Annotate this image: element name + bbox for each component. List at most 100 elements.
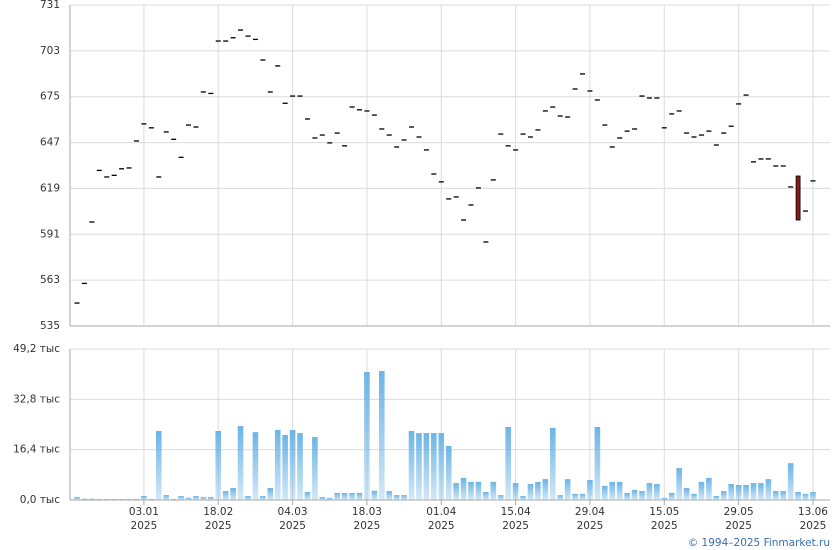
volume-bar [728,484,734,500]
volume-bar [371,490,378,500]
volume-bar [96,499,103,500]
x-tick-label: 2025 [577,520,604,532]
volume-bar [616,481,623,500]
volume-bar [787,463,794,500]
volume-bar [483,492,489,500]
x-tick-label: 18.02 [203,506,233,518]
volume-bar [408,430,415,500]
volume-bar [341,492,348,500]
x-tick-label: 2025 [205,520,232,532]
x-tick-label: 03.01 [129,506,159,518]
volume-bar [245,496,251,500]
volume-bar [587,480,593,500]
volume-bar [126,499,132,500]
volume-bar [743,484,749,500]
volume-bar [758,483,764,500]
volume-bar [512,483,519,500]
volume-bar [431,433,437,500]
volume-bar [393,495,400,500]
volume-bar [141,496,147,500]
volume-bar [208,496,214,500]
volume-bar [319,496,326,500]
volume-bar [780,491,787,500]
volume-bar [133,499,140,500]
volume-bar [490,481,497,500]
y-tick-label: 675 [40,91,60,103]
x-tick-label: 15.04 [501,506,531,518]
volume-bar [661,497,668,500]
volume-bar [453,483,459,500]
volume-bar [89,498,95,500]
volume-bar [252,432,259,500]
volume-bar [460,477,467,500]
volume-bar [185,497,192,500]
volume-bar [193,496,199,500]
volume-bar [468,481,474,500]
x-tick-label: 29.04 [575,506,605,518]
volume-bar [475,481,482,500]
y-tick-label: 535 [40,320,60,332]
y-tick-label: 16,4 тыс [13,444,60,456]
y-tick-label: 0,0 тыс [20,494,60,506]
volume-bar [750,483,757,500]
volume-bar [304,492,311,500]
volume-bar [497,495,504,500]
x-tick-label: 18.03 [352,506,382,518]
volume-bar [118,499,125,500]
y-tick-label: 563 [40,274,60,286]
volume-bar [416,433,422,500]
volume-bar [720,491,727,500]
volume-bar [594,426,601,500]
volume-bar [445,445,452,500]
x-tick-label: 01.04 [426,506,456,518]
volume-bar [520,496,526,500]
x-tick-label: 15.05 [649,506,679,518]
x-tick-label: 2025 [502,520,529,532]
volume-bar [676,468,682,500]
volume-bar [735,484,742,500]
volume-bar [312,437,318,500]
volume-bar [505,426,511,500]
volume-bar [356,492,363,500]
volume-bar [572,493,578,500]
volume-bar [802,493,809,500]
y-tick-label: 32,8 тыс [13,393,60,405]
x-tick-label: 2025 [428,520,455,532]
volume-bar [378,371,385,500]
x-tick-label: 13.06 [798,506,828,518]
volume-bar [765,479,772,500]
x-tick-label: 2025 [725,520,752,532]
volume-bar [163,495,170,500]
volume-bar [274,430,281,500]
y-tick-label: 619 [40,182,60,194]
x-tick-label: 2025 [131,520,158,532]
volume-bar [713,496,720,500]
y-tick-label: 703 [40,45,60,57]
volume-bar [74,496,80,500]
price-range-bar [795,175,801,221]
copyright: © 1994–2025 Finmarket.ru [688,537,830,549]
volume-bar [423,433,430,500]
volume-bar [260,496,266,500]
volume-bar [810,492,816,500]
x-tick-label: 04.03 [278,506,308,518]
volume-bar [772,491,779,500]
volume-bar [386,491,393,500]
volume-bar [364,372,370,500]
volume-bar [289,430,296,500]
volume-bar [668,492,675,500]
volume-bar [609,481,616,500]
x-tick-label: 2025 [651,520,678,532]
volume-bar [535,481,541,500]
volume-bar [549,427,556,500]
volume-bar [297,433,303,500]
volume-bar [111,499,117,500]
volume-bar [103,499,110,500]
volume-bar [691,493,697,500]
volume-bar [646,483,653,500]
volume-bar [230,488,236,500]
volume-bar [654,484,660,500]
volume-bar [706,477,712,500]
volume-bar [542,479,549,500]
